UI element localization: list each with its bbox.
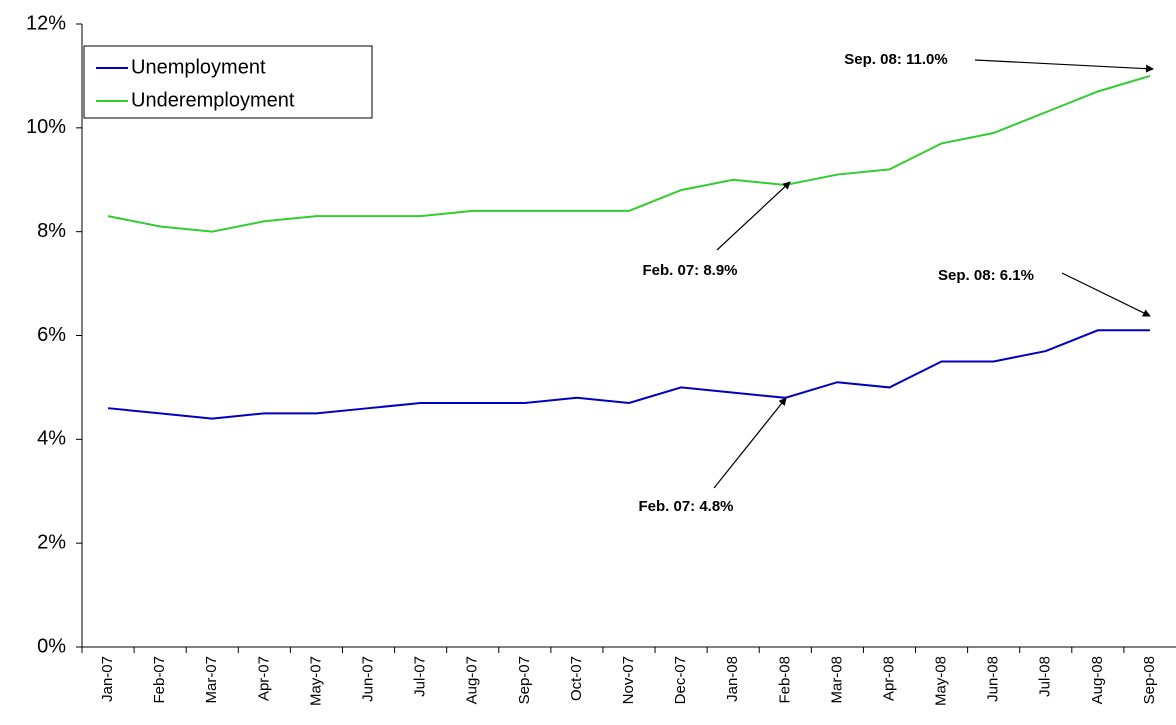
legend-label: Underemployment: [131, 89, 295, 111]
annotation-arrow: [716, 181, 791, 251]
annotation: Sep. 08: 11.0%: [844, 51, 947, 68]
x-tick-label: Aug-08: [1089, 656, 1106, 704]
legend-label: Unemployment: [131, 56, 266, 78]
x-tick-label: Nov-07: [620, 656, 637, 704]
annotation-arrow: [974, 59, 1154, 73]
x-tick-label: May-08: [933, 656, 950, 706]
y-tick-label: 0%: [37, 635, 66, 657]
x-tick-label: May-07: [307, 656, 324, 706]
x-tick-label: Aug-07: [464, 656, 481, 704]
annotation: Feb. 07: 8.9%: [642, 262, 737, 279]
series-line: [107, 74, 1151, 233]
legend-box: [83, 45, 373, 119]
x-tick-label: Mar-07: [203, 656, 220, 704]
x-tick-label: Sep-08: [1141, 656, 1158, 704]
x-tick-label: Feb-07: [151, 656, 168, 704]
annotation: Feb. 07: 4.8%: [638, 498, 733, 515]
annotation-arrow: [713, 397, 787, 489]
series-line: [107, 329, 1150, 420]
annotation-arrow: [1061, 272, 1151, 317]
x-tick-label: Jul-08: [1037, 656, 1054, 697]
x-tick-label: Jun-08: [985, 656, 1002, 702]
x-tick-label: Dec-07: [672, 656, 689, 704]
y-tick-label: 2%: [37, 531, 66, 553]
y-tick-label: 8%: [37, 220, 66, 242]
x-tick-label: Mar-08: [828, 656, 845, 704]
x-tick-label: Jan-08: [724, 656, 741, 702]
y-tick-label: 10%: [26, 116, 66, 138]
annotation: Sep. 08: 6.1%: [938, 267, 1034, 284]
x-tick-label: Jan-07: [99, 656, 116, 702]
x-tick-label: Apr-08: [880, 656, 897, 701]
x-tick-label: Oct-07: [568, 656, 585, 701]
x-tick-label: Jul-07: [412, 656, 429, 697]
y-tick-label: 4%: [37, 428, 66, 450]
x-tick-label: Apr-07: [255, 656, 272, 701]
x-tick-label: Jun-07: [359, 656, 376, 702]
y-tick-label: 6%: [37, 324, 66, 346]
y-tick-label: 12%: [26, 12, 66, 34]
x-tick-label: Sep-07: [516, 656, 533, 704]
x-tick-label: Feb-08: [776, 656, 793, 704]
